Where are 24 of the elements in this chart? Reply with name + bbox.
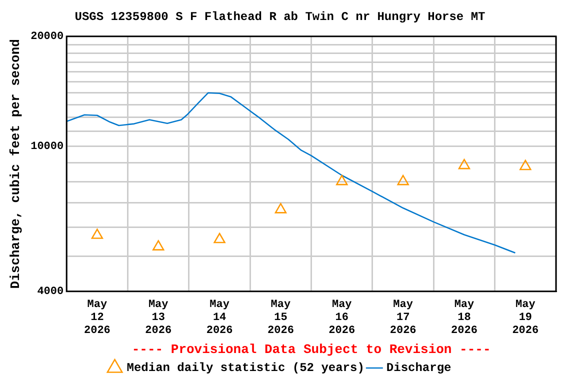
x-tick-label: May 19 2026 [512, 298, 539, 338]
x-tick-label: May 18 2026 [451, 298, 478, 338]
x-tick-label: May 16 2026 [328, 298, 356, 338]
point [520, 160, 532, 170]
y-tick-label: 4000 [37, 286, 64, 298]
point [274, 203, 287, 214]
point [152, 240, 164, 250]
point [336, 174, 348, 186]
x-tick-label: May 13 2026 [145, 298, 172, 338]
y-tick-label: 20000 [30, 31, 64, 44]
legend-label: Discharge [386, 361, 452, 376]
x-tick-label: May 15 2026 [268, 298, 294, 338]
x-tick-label: May 14 2026 [206, 298, 233, 338]
point [458, 158, 470, 170]
point [397, 174, 409, 186]
y-tick-label: 10000 [30, 140, 64, 153]
x-tick-label: May 12 2026 [84, 298, 110, 338]
chart-title: USGS 12359800 S F Flathead R ab Twin C nr Hungry Horse MT [74, 10, 486, 24]
text: ---- Provisional Data Subject to Revision ---- [132, 342, 491, 357]
point [214, 232, 226, 244]
y-axis-title: Discharge, cubic feet per second [8, 39, 24, 289]
point [91, 228, 104, 239]
legend-label: Median daily statistic (52 years) [126, 361, 364, 376]
x-tick-label: May 17 2026 [390, 298, 416, 338]
